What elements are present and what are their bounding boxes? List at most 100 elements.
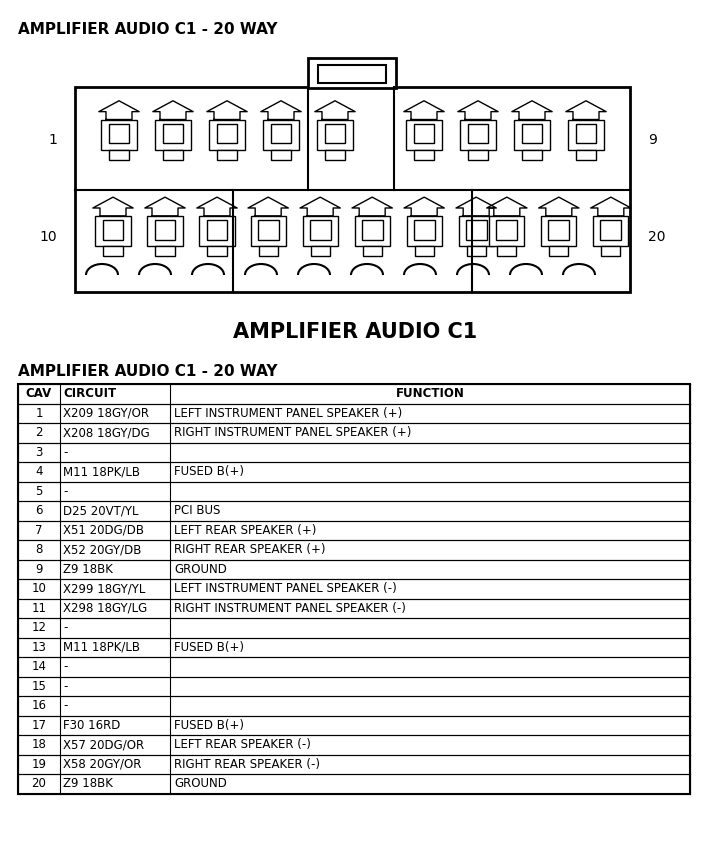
Bar: [163, 124, 183, 143]
Bar: [103, 220, 124, 240]
Bar: [496, 220, 518, 240]
Text: AMPLIFIER AUDIO C1 - 20 WAY: AMPLIFIER AUDIO C1 - 20 WAY: [18, 364, 278, 379]
Text: 16: 16: [32, 700, 47, 713]
Text: 14: 14: [32, 661, 47, 674]
Text: 9: 9: [648, 134, 657, 147]
Text: D25 20VT/YL: D25 20VT/YL: [63, 505, 139, 518]
Bar: [18, 579, 690, 598]
Bar: [18, 462, 690, 481]
Bar: [103, 246, 122, 257]
Text: 6: 6: [35, 505, 42, 518]
Text: PCI BUS: PCI BUS: [174, 505, 221, 518]
Bar: [163, 150, 182, 160]
Text: FUSED B(+): FUSED B(+): [174, 641, 244, 654]
Text: 5: 5: [35, 485, 42, 498]
Text: AMPLIFIER AUDIO C1 - 20 WAY: AMPLIFIER AUDIO C1 - 20 WAY: [18, 22, 278, 37]
Bar: [155, 220, 175, 240]
Text: RIGHT INSTRUMENT PANEL SPEAKER (-): RIGHT INSTRUMENT PANEL SPEAKER (-): [174, 602, 406, 615]
Bar: [18, 442, 690, 462]
Text: 17: 17: [32, 719, 47, 732]
Bar: [18, 598, 690, 618]
Bar: [209, 120, 245, 150]
Bar: [206, 220, 228, 240]
Bar: [250, 216, 286, 246]
Bar: [549, 220, 569, 240]
Bar: [593, 216, 629, 246]
Bar: [18, 481, 690, 501]
Bar: [18, 754, 690, 774]
Text: RIGHT REAR SPEAKER (-): RIGHT REAR SPEAKER (-): [174, 758, 320, 771]
Bar: [75, 87, 630, 292]
Bar: [259, 246, 278, 257]
Bar: [18, 637, 690, 657]
Bar: [414, 246, 434, 257]
Bar: [469, 150, 488, 160]
Text: RIGHT REAR SPEAKER (+): RIGHT REAR SPEAKER (+): [174, 544, 325, 557]
Bar: [363, 246, 382, 257]
Text: X52 20GY/DB: X52 20GY/DB: [63, 544, 141, 557]
Bar: [308, 58, 396, 88]
Text: M11 18PK/LB: M11 18PK/LB: [63, 641, 140, 654]
Bar: [489, 216, 525, 246]
Text: 9: 9: [35, 563, 42, 576]
Bar: [207, 246, 227, 257]
Bar: [101, 120, 136, 150]
Text: -: -: [63, 700, 67, 713]
Text: 1: 1: [35, 407, 42, 420]
Bar: [18, 618, 690, 637]
Bar: [18, 540, 690, 559]
Text: GROUND: GROUND: [174, 777, 227, 790]
Text: 1: 1: [48, 134, 57, 147]
Text: X58 20GY/OR: X58 20GY/OR: [63, 758, 141, 771]
Bar: [407, 216, 442, 246]
Bar: [522, 150, 542, 160]
Text: 19: 19: [32, 758, 47, 771]
Text: Z9 18BK: Z9 18BK: [63, 563, 113, 576]
Bar: [575, 124, 597, 143]
Text: -: -: [63, 622, 67, 635]
Text: 4: 4: [35, 466, 42, 479]
Bar: [497, 246, 516, 257]
Bar: [18, 676, 690, 696]
Text: CAV: CAV: [26, 388, 52, 401]
Text: GROUND: GROUND: [174, 563, 227, 576]
Bar: [216, 124, 238, 143]
Bar: [18, 423, 690, 442]
Bar: [310, 220, 331, 240]
Bar: [271, 124, 291, 143]
Bar: [407, 120, 442, 150]
Bar: [522, 124, 542, 143]
Bar: [601, 246, 621, 257]
Bar: [549, 246, 568, 257]
Text: LEFT INSTRUMENT PANEL SPEAKER (+): LEFT INSTRUMENT PANEL SPEAKER (+): [174, 407, 402, 420]
Bar: [303, 216, 338, 246]
Text: 13: 13: [32, 641, 47, 654]
Text: Z9 18BK: Z9 18BK: [63, 777, 113, 790]
Text: X208 18GY/DG: X208 18GY/DG: [63, 427, 150, 440]
Text: 20: 20: [648, 230, 665, 244]
Text: X57 20DG/OR: X57 20DG/OR: [63, 738, 144, 751]
Bar: [110, 150, 129, 160]
Text: CIRCUIT: CIRCUIT: [63, 388, 116, 401]
Bar: [95, 216, 131, 246]
Text: FUSED B(+): FUSED B(+): [174, 719, 244, 732]
Text: 3: 3: [35, 446, 42, 459]
Bar: [18, 384, 690, 793]
Text: X51 20DG/DB: X51 20DG/DB: [63, 524, 144, 537]
Bar: [18, 657, 690, 676]
Bar: [18, 696, 690, 715]
Bar: [414, 220, 435, 240]
Text: 12: 12: [32, 622, 47, 635]
Bar: [147, 216, 182, 246]
Bar: [362, 220, 382, 240]
Bar: [18, 559, 690, 579]
Text: AMPLIFIER AUDIO C1: AMPLIFIER AUDIO C1: [233, 322, 477, 342]
Text: X298 18GY/LG: X298 18GY/LG: [63, 602, 147, 615]
Bar: [317, 120, 353, 150]
Bar: [109, 124, 129, 143]
Text: LEFT INSTRUMENT PANEL SPEAKER (-): LEFT INSTRUMENT PANEL SPEAKER (-): [174, 583, 397, 596]
Text: 2: 2: [35, 427, 42, 440]
Text: 18: 18: [32, 738, 47, 751]
Bar: [18, 715, 690, 735]
Bar: [18, 384, 690, 403]
